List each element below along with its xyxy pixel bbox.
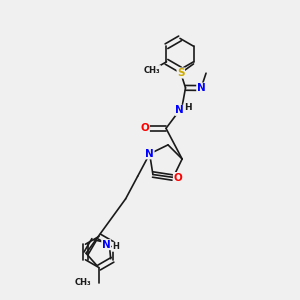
Text: N: N (175, 105, 184, 116)
Text: N: N (197, 83, 206, 93)
Text: O: O (173, 172, 182, 182)
Text: H: H (184, 103, 192, 112)
Text: CH₃: CH₃ (144, 66, 160, 74)
Text: O: O (141, 123, 149, 134)
Text: H: H (112, 242, 119, 251)
Text: N: N (145, 149, 154, 159)
Text: S: S (177, 68, 184, 78)
Text: N: N (102, 240, 110, 250)
Text: CH₃: CH₃ (75, 278, 92, 287)
